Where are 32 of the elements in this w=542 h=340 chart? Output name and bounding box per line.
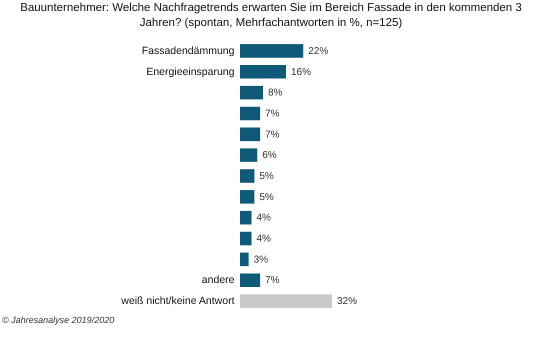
bar bbox=[240, 128, 260, 142]
y-tick-label: Fassadendämmung bbox=[142, 44, 235, 57]
data-label: 7% bbox=[265, 129, 280, 140]
bar bbox=[240, 169, 254, 183]
bar bbox=[240, 86, 263, 100]
y-tick-label: weiß nicht/keine Antwort bbox=[120, 295, 235, 308]
bar bbox=[240, 190, 254, 204]
bar bbox=[240, 148, 258, 162]
data-label: 8% bbox=[268, 88, 283, 99]
bar bbox=[240, 106, 260, 120]
data-label: 5% bbox=[259, 192, 274, 203]
data-label: 6% bbox=[262, 150, 277, 162]
data-label: 22% bbox=[308, 46, 328, 57]
data-label: 5% bbox=[259, 171, 274, 182]
bar bbox=[240, 232, 252, 246]
data-label: 3% bbox=[254, 254, 268, 266]
data-label: 7% bbox=[265, 275, 280, 286]
bar bbox=[240, 273, 260, 287]
bar bbox=[240, 252, 249, 266]
data-label: 4% bbox=[256, 212, 272, 224]
data-label: 32% bbox=[337, 296, 358, 308]
y-tick-label: andere bbox=[202, 274, 235, 286]
data-label: 4% bbox=[256, 234, 272, 245]
bar bbox=[240, 44, 304, 58]
bar bbox=[240, 65, 286, 79]
y-tick-label: Energieeinsparung bbox=[146, 66, 235, 78]
bar bbox=[240, 294, 332, 308]
chart-title: Bauunternehmer: Welche Nachfragetrends erwarten Sie im Bereich Fassade in den kommenden 3 Jahren? (spontan, Mehrfachantworten in %, n=125) bbox=[20, 2, 522, 29]
bar bbox=[240, 210, 252, 224]
data-label: 7% bbox=[265, 108, 280, 120]
text: © Jahresanalyse 2019/2020 bbox=[2, 315, 114, 325]
data-label: 16% bbox=[291, 66, 312, 78]
